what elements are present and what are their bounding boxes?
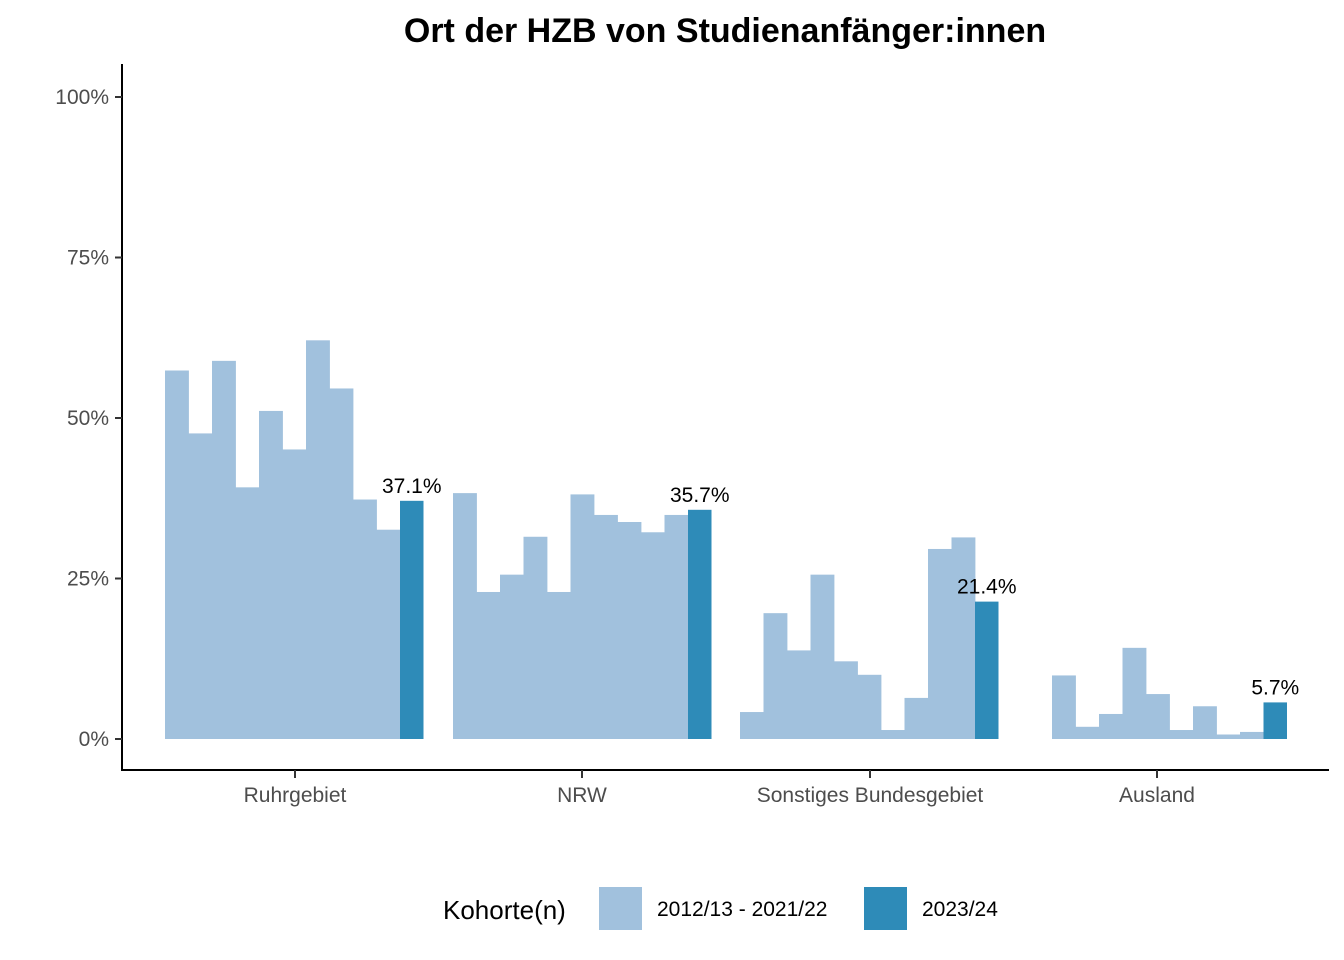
bar-historic	[1169, 730, 1194, 739]
bar-historic	[453, 493, 477, 739]
y-tick-label: 100%	[55, 86, 109, 109]
bar-current	[975, 601, 999, 739]
bar-historic	[763, 613, 788, 739]
plot-area: 0% 25% 50% 75% 100% 37.1% Ruhrgebiet 35.7% NRW 21…	[55, 64, 1329, 807]
y-tick-label: 50%	[67, 407, 109, 430]
x-tick-label: Ausland	[1119, 784, 1195, 807]
x-tick-label: Ruhrgebiet	[244, 784, 347, 807]
bar-historic	[928, 548, 952, 739]
legend-key	[864, 887, 907, 930]
bar-historic	[1122, 647, 1147, 739]
bar-historic	[834, 661, 858, 739]
bar-historic	[664, 514, 689, 739]
legend-title: Kohorte(n)	[443, 895, 566, 925]
bar-historic	[857, 674, 882, 739]
legend-label: 2012/13 - 2021/22	[657, 898, 827, 921]
bar-historic	[881, 730, 905, 739]
legend-key	[599, 887, 642, 930]
bar-historic	[1193, 706, 1217, 739]
bar-historic	[1052, 675, 1076, 739]
bar-current	[400, 500, 424, 739]
data-label: 37.1%	[382, 475, 442, 498]
bar-historic	[165, 370, 189, 739]
bar-historic	[259, 410, 283, 739]
bar-historic	[1216, 734, 1241, 739]
bar-historic	[235, 487, 260, 739]
bar-historic	[306, 340, 330, 739]
bar-historic	[594, 514, 618, 739]
bar-historic	[1099, 713, 1123, 739]
bar-historic	[740, 712, 764, 739]
bar-historic	[353, 499, 377, 739]
y-tick-label: 75%	[67, 247, 109, 270]
bar-historic	[329, 388, 354, 739]
bar-historic	[951, 537, 976, 739]
bar-historic	[617, 522, 642, 739]
bar-historic	[376, 529, 401, 739]
bar-historic	[476, 591, 501, 739]
bar-historic	[904, 697, 929, 739]
bar-historic	[212, 360, 236, 739]
bar-historic	[570, 494, 595, 739]
bar-historic	[810, 574, 835, 739]
data-label: 21.4%	[957, 576, 1017, 599]
bar-historic	[1146, 694, 1170, 739]
y-tick-label: 25%	[67, 568, 109, 591]
y-tick-label: 0%	[79, 728, 109, 751]
bar-historic	[547, 591, 571, 739]
x-tick-label: Sonstiges Bundesgebiet	[757, 784, 984, 807]
bar-historic	[500, 574, 524, 739]
x-tick-label: NRW	[557, 784, 607, 807]
chart-title: Ort der HZB von Studienanfänger:innen	[404, 12, 1046, 50]
legend: Kohorte(n) 2012/13 - 2021/22 2023/24	[443, 887, 998, 930]
legend-label: 2023/24	[922, 898, 998, 921]
bar-current	[688, 509, 712, 739]
bar-current	[1263, 702, 1287, 739]
data-label: 35.7%	[670, 484, 730, 507]
bar-historic	[1075, 726, 1100, 739]
bar-historic	[282, 449, 307, 739]
data-label: 5.7%	[1251, 676, 1299, 699]
bar-historic	[188, 433, 213, 739]
bar-historic	[641, 532, 665, 739]
bar-historic	[523, 536, 548, 739]
bar-historic	[1240, 731, 1264, 739]
bar-historic	[787, 650, 811, 739]
